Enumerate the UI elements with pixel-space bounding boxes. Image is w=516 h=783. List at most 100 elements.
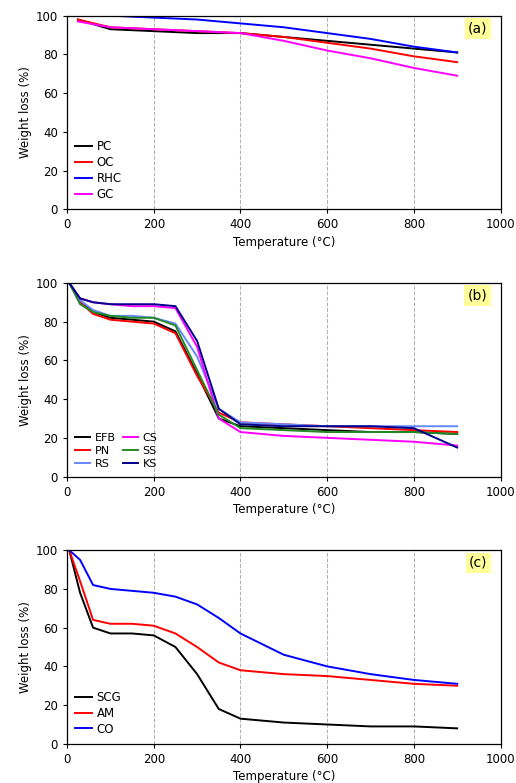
- KS: [411, 424, 417, 433]
- SS: [90, 307, 96, 316]
- EFB: [77, 296, 83, 305]
- RS: [411, 421, 417, 431]
- RHC: [151, 13, 157, 22]
- SCG: [194, 669, 200, 679]
- SS: [237, 424, 244, 433]
- KS: [151, 300, 157, 309]
- AM: [237, 666, 244, 675]
- KS: [107, 300, 114, 309]
- AM: [324, 671, 330, 680]
- PC: [237, 28, 244, 38]
- SS: [216, 410, 222, 420]
- PN: [411, 425, 417, 435]
- SCG: [216, 704, 222, 713]
- OC: [454, 57, 460, 67]
- CO: [367, 669, 374, 679]
- CO: [90, 580, 96, 590]
- OC: [411, 52, 417, 61]
- EFB: [172, 327, 179, 336]
- SS: [172, 321, 179, 330]
- AM: [454, 681, 460, 691]
- CO: [194, 600, 200, 609]
- RS: [66, 278, 72, 287]
- CO: [454, 679, 460, 688]
- Text: (a): (a): [468, 21, 488, 35]
- CO: [77, 555, 83, 565]
- SCG: [411, 722, 417, 731]
- RHC: [324, 28, 330, 38]
- KS: [454, 443, 460, 453]
- RHC: [107, 11, 114, 20]
- OC: [237, 28, 244, 38]
- Line: SCG: SCG: [69, 550, 457, 728]
- PN: [194, 371, 200, 381]
- SCG: [151, 630, 157, 640]
- RHC: [411, 42, 417, 52]
- SCG: [77, 588, 83, 597]
- AM: [90, 615, 96, 625]
- Line: OC: OC: [78, 20, 457, 62]
- SS: [324, 428, 330, 437]
- KS: [77, 294, 83, 303]
- PN: [151, 319, 157, 328]
- CO: [237, 629, 244, 638]
- SCG: [107, 629, 114, 638]
- Line: EFB: EFB: [69, 283, 457, 434]
- SS: [129, 313, 135, 323]
- RS: [324, 421, 330, 431]
- CO: [66, 546, 72, 555]
- CO: [324, 662, 330, 671]
- PN: [216, 408, 222, 417]
- KS: [367, 421, 374, 431]
- KS: [172, 301, 179, 311]
- CS: [107, 300, 114, 309]
- RHC: [237, 19, 244, 28]
- RS: [129, 311, 135, 320]
- PN: [324, 421, 330, 431]
- EFB: [367, 428, 374, 437]
- RS: [77, 296, 83, 305]
- CO: [411, 675, 417, 684]
- Line: GC: GC: [78, 21, 457, 76]
- GC: [151, 24, 157, 34]
- CS: [151, 301, 157, 311]
- EFB: [66, 278, 72, 287]
- EFB: [411, 428, 417, 437]
- PC: [107, 24, 114, 34]
- EFB: [216, 413, 222, 423]
- PC: [75, 15, 81, 24]
- RS: [107, 311, 114, 320]
- SS: [107, 311, 114, 320]
- SCG: [172, 642, 179, 651]
- SCG: [66, 546, 72, 555]
- CO: [216, 613, 222, 622]
- OC: [194, 27, 200, 36]
- GC: [411, 63, 417, 73]
- OC: [151, 24, 157, 34]
- CS: [172, 303, 179, 312]
- PC: [367, 40, 374, 49]
- AM: [66, 546, 72, 555]
- PN: [237, 417, 244, 427]
- SS: [281, 425, 287, 435]
- CO: [281, 650, 287, 659]
- RHC: [194, 15, 200, 24]
- X-axis label: Temperature (°C): Temperature (°C): [233, 236, 335, 248]
- AM: [107, 619, 114, 629]
- PN: [66, 278, 72, 287]
- PC: [281, 32, 287, 41]
- OC: [107, 23, 114, 32]
- EFB: [454, 429, 460, 438]
- Line: AM: AM: [69, 550, 457, 686]
- CS: [66, 278, 72, 287]
- Y-axis label: Weight loss (%): Weight loss (%): [19, 334, 31, 426]
- CS: [77, 294, 83, 303]
- GC: [194, 27, 200, 36]
- PN: [77, 298, 83, 307]
- RS: [281, 420, 287, 429]
- CO: [107, 584, 114, 594]
- SS: [77, 300, 83, 309]
- RS: [90, 305, 96, 315]
- GC: [454, 71, 460, 81]
- GC: [281, 36, 287, 45]
